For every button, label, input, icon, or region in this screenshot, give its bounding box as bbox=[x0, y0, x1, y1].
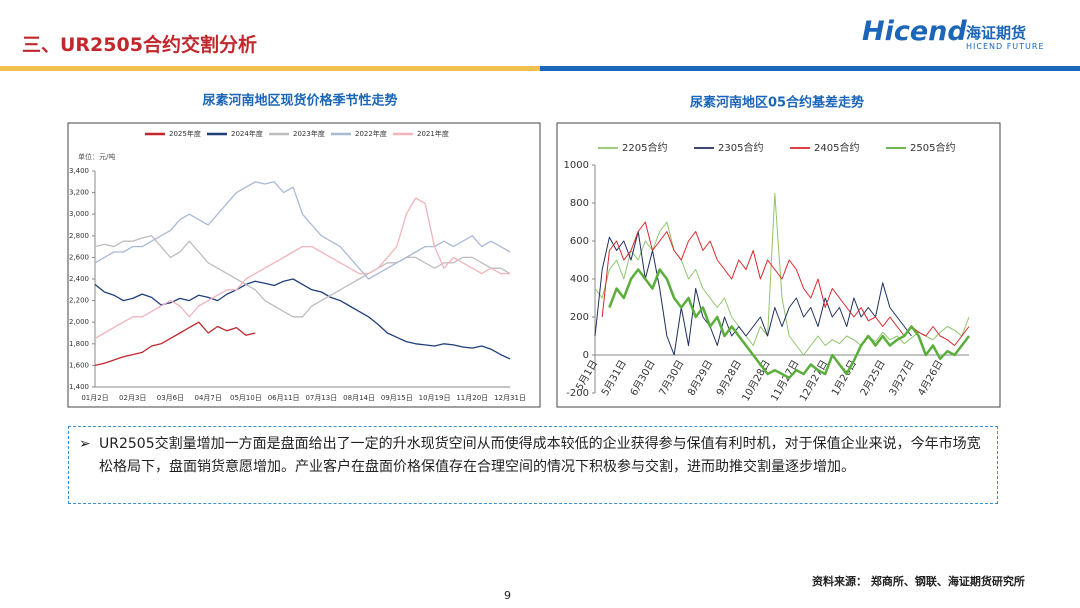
logo-en: HICEND FUTURE bbox=[966, 42, 1045, 51]
header-bar bbox=[540, 66, 1080, 71]
x-tick-label: 12月27日 bbox=[797, 358, 830, 403]
x-tick-label: 4月26日 bbox=[915, 358, 945, 398]
chart-title: 尿素河南地区现货价格季节性走势 bbox=[202, 93, 397, 109]
series-line bbox=[94, 181, 511, 280]
logo: Hicend bbox=[862, 16, 967, 47]
y-tick-label: 2,400 bbox=[69, 275, 89, 283]
x-tick-label: 3月27日 bbox=[887, 358, 917, 398]
y-tick-label: 1,800 bbox=[69, 340, 89, 348]
legend-label: 2305合约 bbox=[718, 141, 763, 154]
legend-label: 2505合约 bbox=[910, 141, 955, 154]
y-tick-label: 200 bbox=[570, 312, 589, 323]
chart-title: 尿素河南地区05合约基差走势 bbox=[690, 95, 864, 111]
y-tick-label: 3,000 bbox=[69, 210, 89, 218]
x-tick-label: 05月10日 bbox=[230, 394, 262, 402]
x-tick-label: 11月20日 bbox=[456, 394, 488, 402]
x-tick-label: 04月7日 bbox=[194, 394, 221, 402]
slide-title: 三、UR2505合约交割分析 bbox=[22, 34, 257, 56]
x-tick-label: 1月26日 bbox=[829, 358, 859, 398]
y-tick-label: 400 bbox=[570, 274, 589, 285]
legend-label: 2023年度 bbox=[293, 129, 325, 138]
legend-label: 2405合约 bbox=[814, 141, 859, 154]
series-line bbox=[94, 278, 511, 360]
chart-frame bbox=[67, 122, 541, 408]
legend-label: 2205合约 bbox=[622, 141, 667, 154]
y-tick-label: 1000 bbox=[564, 160, 589, 171]
x-tick-label: 6月30日 bbox=[628, 358, 658, 398]
y-tick-label: 2,200 bbox=[69, 297, 89, 305]
x-tick-label: 7月30日 bbox=[657, 358, 687, 398]
x-tick-label: 11月27日 bbox=[768, 358, 801, 403]
y-tick-label: 2,000 bbox=[69, 318, 89, 326]
legend-label: 2024年度 bbox=[231, 129, 263, 138]
y-tick-label: 3,200 bbox=[69, 189, 89, 197]
x-tick-label: 02月3日 bbox=[119, 394, 146, 402]
unit-label: 单位：元/吨 bbox=[78, 152, 115, 161]
series-line bbox=[94, 197, 510, 339]
series-line bbox=[594, 193, 970, 356]
page-number: 9 bbox=[504, 589, 511, 602]
y-tick-label: 3,400 bbox=[69, 167, 89, 175]
series-line bbox=[94, 321, 256, 367]
y-tick-label: 2,600 bbox=[69, 253, 89, 261]
chart-frame bbox=[556, 122, 1001, 408]
x-tick-label: 9月28日 bbox=[714, 358, 744, 398]
x-tick-label: 07月13日 bbox=[305, 394, 337, 402]
logo-cn: 海证期货 bbox=[966, 24, 1027, 42]
legend-label: 2022年度 bbox=[355, 129, 387, 138]
x-tick-label: 08月14日 bbox=[343, 394, 375, 402]
x-tick-label: 06月11日 bbox=[268, 394, 300, 402]
x-tick-label: 5月31日 bbox=[599, 358, 629, 398]
source: 资料来源： 郑商所、钢联、海证期货研究所 bbox=[812, 575, 1025, 588]
bullet: ➢ bbox=[79, 436, 91, 452]
x-tick-label: 8月29日 bbox=[685, 358, 715, 398]
x-tick-label: 03月6日 bbox=[157, 394, 184, 402]
y-tick-label: 1,600 bbox=[69, 361, 89, 369]
charts: 尿素河南地区现货价格季节性走势 尿素河南地区05合约基差走势 单位：元/吨 1,… bbox=[67, 93, 1001, 408]
y-tick-label: 2,800 bbox=[69, 232, 89, 240]
y-tick-label: 800 bbox=[570, 198, 589, 209]
series-line bbox=[94, 235, 511, 318]
note-box: ➢ UR2505交割量增加一方面是盘面给出了一定的升水现货空间从而使得成本较低的… bbox=[68, 426, 998, 504]
y-tick-label: -200 bbox=[566, 388, 589, 399]
y-tick-label: 600 bbox=[570, 236, 589, 247]
y-tick-label: 0 bbox=[583, 350, 589, 361]
y-tick-label: 1,400 bbox=[69, 383, 89, 391]
x-tick-label: 09月15日 bbox=[381, 394, 413, 402]
legend-label: 2021年度 bbox=[417, 129, 449, 138]
x-tick-label: 12月31日 bbox=[494, 394, 526, 402]
header-bar bbox=[0, 66, 540, 71]
x-tick-label: 10月19日 bbox=[419, 394, 451, 402]
legend-label: 2025年度 bbox=[169, 129, 201, 138]
series-line bbox=[608, 268, 970, 380]
x-tick-label: 10月28日 bbox=[740, 358, 773, 403]
note-text: UR2505交割量增加一方面是盘面给出了一定的升水现货空间从而使得成本较低的企业… bbox=[99, 436, 981, 475]
series-line bbox=[601, 221, 970, 346]
x-tick-label: 01月2日 bbox=[81, 394, 108, 402]
x-tick-label: 2月25日 bbox=[858, 358, 888, 398]
